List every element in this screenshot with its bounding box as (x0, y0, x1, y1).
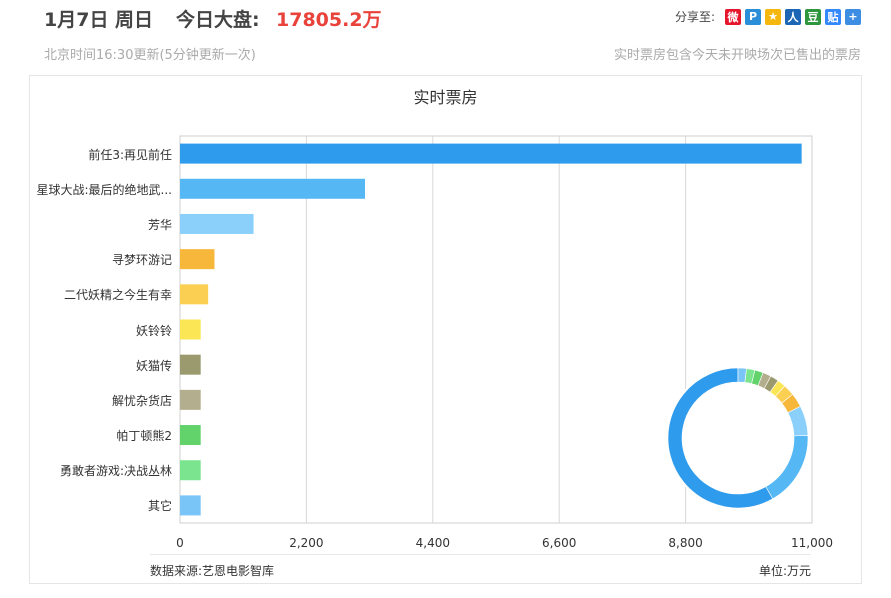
total-value: 17805.2万 (276, 9, 382, 31)
data-source: 数据来源:艺恩电影智库 (150, 564, 275, 578)
unit-label: 单位:万元 (758, 564, 811, 578)
bar (180, 460, 201, 481)
bar (180, 284, 209, 305)
category-label: 寻梦环游记 (111, 253, 172, 268)
category-label: 勇敢者游戏:决战丛林 (59, 464, 172, 479)
total-label: 今日大盘: (176, 9, 260, 31)
bar (180, 178, 366, 199)
x-tick-label: 2,200 (289, 536, 324, 550)
bar (180, 143, 802, 164)
realtime-note: 实时票房包含今天未开映场次已售出的票房 (613, 48, 861, 63)
category-label: 妖铃铃 (135, 323, 172, 338)
x-tick-label: 4,400 (415, 536, 450, 550)
x-tick-label: 8,800 (668, 536, 703, 550)
bar (180, 249, 215, 270)
donut-background (666, 366, 810, 510)
pinterest-icon[interactable]: P (745, 8, 761, 25)
renren-icon[interactable]: 人 (785, 8, 801, 25)
share-bar: 分享至: 微 P ★ 人豆贴 + (675, 8, 861, 25)
box-office-chart (179, 135, 813, 524)
qzone-icon[interactable]: ★ (765, 8, 781, 25)
page-date: 1月7日 周日 (44, 9, 154, 31)
update-time: 北京时间16:30更新(5分钟更新一次) (44, 48, 256, 63)
share-icons: 微 P ★ 人豆贴 + (721, 8, 861, 25)
category-label: 其它 (147, 499, 172, 514)
share-label: 分享至: (674, 10, 715, 24)
category-label: 芳华 (147, 217, 172, 232)
donut-slice (737, 367, 747, 383)
footer-divider (150, 554, 811, 555)
bar (180, 389, 201, 410)
category-label: 前任3:再见前任 (88, 147, 172, 162)
douban-icon[interactable]: 豆 (805, 8, 821, 25)
chart-title: 实时票房 (413, 88, 478, 107)
bar (180, 354, 201, 375)
bar (180, 319, 201, 340)
more-share-icon[interactable]: + (845, 8, 861, 25)
category-label: 二代妖精之今生有幸 (63, 288, 172, 303)
category-label: 妖猫传 (135, 358, 172, 373)
category-label: 帕丁顿熊2 (116, 429, 172, 444)
x-tick-label: 0 (176, 536, 184, 550)
category-label: 星球大战:最后的绝地武... (36, 182, 173, 197)
x-tick-label: 11,000 (791, 536, 833, 550)
bar (180, 425, 201, 446)
bar (180, 213, 254, 234)
weibo-icon[interactable]: 微 (725, 8, 741, 25)
x-tick-label: 6,600 (542, 536, 577, 550)
bar (180, 495, 201, 516)
chart-panel: 实时票房 前任3:再见前任星球大战:最后的绝地武... 芳华寻梦环游记二代妖精之今… (29, 75, 862, 584)
tieba-icon[interactable]: 贴 (825, 8, 841, 25)
category-label: 解忧杂货店 (111, 393, 172, 408)
